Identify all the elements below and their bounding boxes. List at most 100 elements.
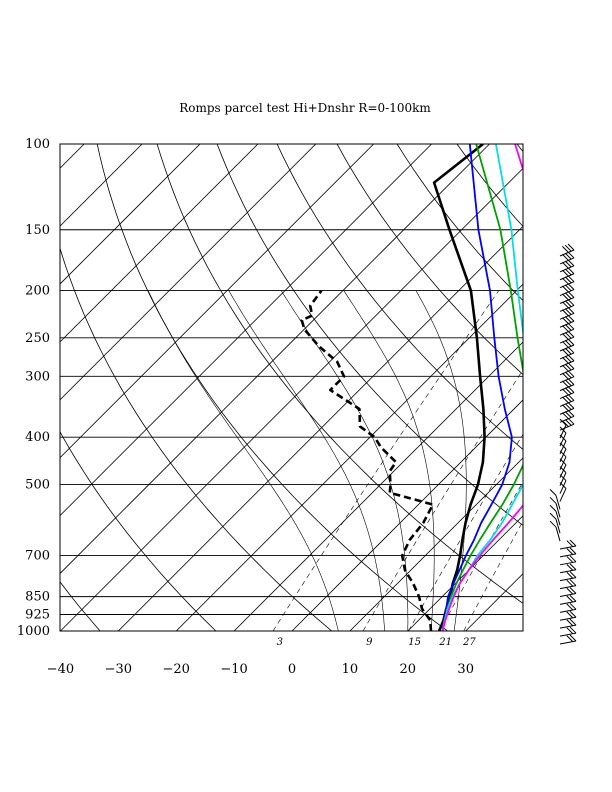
wind-barb xyxy=(559,322,575,336)
wind-barb-shaft xyxy=(559,352,575,360)
parcel-line xyxy=(441,144,523,631)
wind-barb-shaft xyxy=(559,249,575,257)
wind-barb-feather xyxy=(564,379,572,387)
moist-adiabat-line xyxy=(147,290,339,631)
wind-barb xyxy=(549,504,561,526)
wind-barb-shaft xyxy=(559,328,575,336)
wind-barb-shaft xyxy=(559,336,575,344)
wind-barb-feather xyxy=(564,324,572,331)
wind-barb-feather xyxy=(569,626,577,634)
isotherm-line xyxy=(60,144,317,401)
mixing-ratio-label: 15 xyxy=(408,637,421,648)
wind-barb-shaft xyxy=(559,392,575,399)
wind-barb-shaft xyxy=(555,495,561,510)
dry-adiabat-line xyxy=(96,144,448,631)
wind-barb xyxy=(559,378,575,392)
wind-barb xyxy=(559,618,577,629)
wind-barb xyxy=(559,283,575,297)
temperature-tick-label: −10 xyxy=(220,662,247,677)
parcel-line xyxy=(441,144,513,631)
wind-barb xyxy=(559,563,577,574)
isotherm-line xyxy=(60,144,490,575)
pressure-tick-label: 150 xyxy=(25,223,50,238)
wind-barb-shaft xyxy=(559,464,567,478)
wind-barbs xyxy=(549,243,577,645)
wind-barb-shaft xyxy=(559,360,575,368)
wind-barb-feather xyxy=(567,330,575,338)
pressure-tick-label: 400 xyxy=(25,430,50,445)
wind-barb xyxy=(549,512,561,534)
wind-barb-feather xyxy=(562,285,569,293)
wind-barb-feather xyxy=(564,300,572,307)
background-grid xyxy=(60,144,523,631)
pressure-tick-label: 100 xyxy=(25,137,50,152)
wind-barb-feather xyxy=(566,556,574,563)
wind-barb-shaft xyxy=(559,600,577,605)
pressure-tick-label: 200 xyxy=(25,284,50,299)
wind-barb xyxy=(559,626,577,637)
wind-barb-feather xyxy=(562,317,569,325)
wind-barb xyxy=(549,520,561,542)
pressure-tick-label: 700 xyxy=(25,549,50,564)
wind-barb-feather xyxy=(562,325,569,332)
wind-barb-feather xyxy=(564,387,572,395)
wind-barb-shaft xyxy=(559,632,577,637)
moist-adiabat-line xyxy=(343,290,435,631)
mixing-ratio-line xyxy=(272,290,499,631)
wind-barb-feather xyxy=(564,244,572,252)
wind-barb-feather xyxy=(549,496,557,504)
wind-barb-feather xyxy=(569,539,577,547)
wind-barb-shaft xyxy=(559,585,577,590)
wind-barb xyxy=(559,251,575,265)
temperature-tick-label: 0 xyxy=(288,662,296,677)
wind-barb-shaft xyxy=(559,297,575,304)
wind-barb xyxy=(559,571,577,582)
chart-title: Romps parcel test Hi+Dnshr R=0-100km xyxy=(179,101,431,115)
temperature-tick-label: −20 xyxy=(162,662,189,677)
temperature-line xyxy=(432,144,486,631)
profile-curves xyxy=(300,144,523,631)
wind-barb-feather xyxy=(567,417,575,425)
wind-barb-shaft xyxy=(555,511,561,526)
wind-barb-feather xyxy=(567,362,575,370)
isotherm-line xyxy=(349,457,523,631)
wind-barb-feather xyxy=(566,635,574,642)
wind-barb xyxy=(559,314,575,328)
wind-barb-feather xyxy=(569,555,577,563)
wind-barb-feather xyxy=(567,259,575,267)
mixing-ratio-line xyxy=(362,369,523,631)
wind-barb xyxy=(559,386,575,399)
wind-barb xyxy=(559,579,577,590)
wind-barb-feather xyxy=(567,394,575,401)
wind-barb xyxy=(559,587,577,597)
wind-barb xyxy=(549,489,561,510)
wind-barb-feather xyxy=(562,309,569,317)
wind-barb-feather xyxy=(564,260,572,268)
wind-barb-feather xyxy=(567,314,575,322)
wind-barb-feather xyxy=(562,301,569,309)
wind-barb xyxy=(559,539,577,550)
wind-barb-shaft xyxy=(559,488,567,502)
wind-barb-feather xyxy=(566,627,574,635)
wind-barb-shaft xyxy=(559,424,567,439)
wind-barb-feather xyxy=(549,504,557,512)
wind-barb-shaft xyxy=(559,376,575,384)
wind-barb xyxy=(559,547,577,558)
wind-barb-shaft xyxy=(559,415,575,423)
wind-barb-feather xyxy=(569,571,577,579)
dry-adiabat-line xyxy=(216,144,523,526)
wind-barb-feather xyxy=(566,611,574,619)
moist-adiabat-line xyxy=(228,290,385,631)
wind-barb-feather xyxy=(566,579,574,587)
wind-barb-shaft xyxy=(559,624,577,629)
wind-barb-feather xyxy=(566,540,574,547)
wind-barb-shaft xyxy=(559,312,575,320)
wind-barb-feather xyxy=(569,634,577,642)
wind-barb-shaft xyxy=(559,545,577,550)
wind-barb xyxy=(559,354,575,368)
wind-barb-shaft xyxy=(555,503,561,518)
parcel-line xyxy=(441,144,523,631)
wind-barb-feather xyxy=(567,275,575,283)
